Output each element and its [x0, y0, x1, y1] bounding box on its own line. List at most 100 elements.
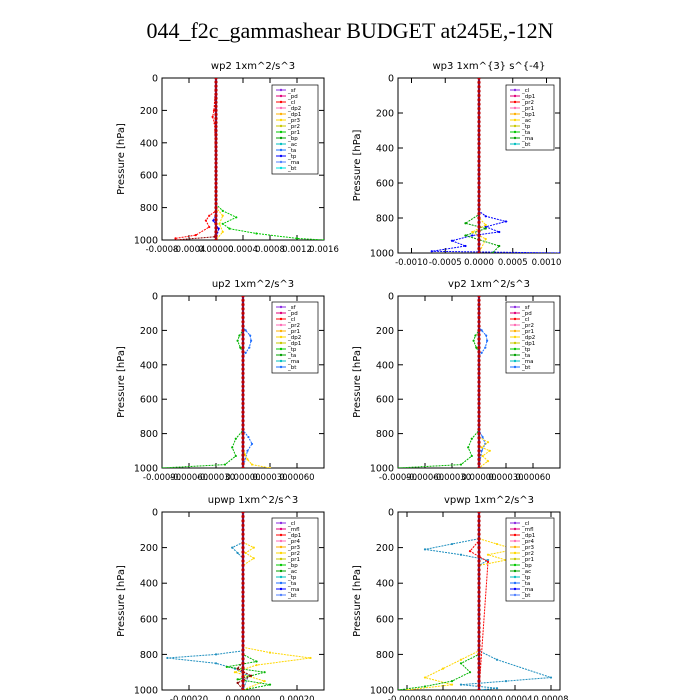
- series-point: [208, 214, 211, 217]
- plot-area: [398, 296, 491, 468]
- legend-marker: [513, 545, 517, 549]
- legend: _cl_dp1_pr2_pr1_bp1_ac_tp_ta_ma_bt: [505, 84, 555, 151]
- zero-profile-point: [477, 532, 481, 536]
- x-tick-label: 0.0004: [228, 245, 258, 255]
- zero-profile-point: [241, 401, 245, 406]
- zero-profile-point: [477, 98, 481, 102]
- legend-marker: [279, 365, 283, 369]
- series-point: [236, 678, 239, 681]
- series-point: [236, 681, 239, 684]
- legend-marker: [513, 551, 517, 555]
- zero-profile-point: [477, 444, 481, 449]
- zero-profile-point: [241, 683, 245, 688]
- y-tick-label: 0: [388, 508, 394, 519]
- y-tick-label: 800: [376, 214, 394, 225]
- zero-profile-point: [214, 116, 218, 121]
- legend-marker: [279, 112, 283, 116]
- legend-label: _tp: [521, 347, 531, 353]
- legend-marker: [513, 305, 517, 309]
- zero-profile-point: [241, 333, 245, 337]
- zero-profile-point: [477, 146, 481, 150]
- zero-profile-point: [214, 222, 218, 226]
- zero-profile-point: [477, 617, 481, 621]
- series-line: [398, 512, 480, 690]
- series-point: [486, 558, 490, 562]
- series-point: [491, 251, 494, 253]
- legend-marker: [279, 106, 283, 110]
- y-tick-label: 600: [140, 171, 158, 182]
- legend-label: _ma: [287, 587, 299, 593]
- series-point: [470, 437, 473, 440]
- legend-marker: [279, 335, 283, 339]
- zero-profile-point: [214, 129, 218, 133]
- series-point: [250, 463, 254, 466]
- y-tick-label: 400: [140, 360, 158, 371]
- zero-profile-point: [241, 608, 245, 612]
- legend-marker: [513, 136, 517, 140]
- y-tick-label: 1000: [370, 249, 394, 260]
- zero-profile-point: [477, 172, 481, 176]
- zero-profile-point: [477, 568, 481, 572]
- x-tick-label: 0.0005: [498, 258, 528, 268]
- legend-marker: [279, 347, 283, 351]
- y-axis-label: Pressure [hPa]: [116, 346, 127, 418]
- zero-profile-point: [214, 92, 218, 96]
- legend-label: _dp1: [521, 533, 535, 539]
- legend-label: _pd: [521, 311, 532, 317]
- zero-profile-point: [241, 652, 245, 657]
- legend-label: _dp1: [521, 94, 535, 100]
- zero-profile-point: [477, 212, 481, 216]
- zero-profile-point: [214, 185, 218, 189]
- chart-title: vp2 1xm^2/s^3: [448, 279, 530, 290]
- series-point: [484, 227, 487, 230]
- zero-profile-point: [477, 554, 481, 559]
- series-point: [252, 546, 255, 549]
- legend-label: _pr1: [521, 329, 534, 335]
- zero-profile-point: [241, 303, 245, 307]
- legend-label: _tp: [521, 575, 531, 581]
- zero-profile-point: [477, 303, 481, 307]
- zero-profile-point: [214, 133, 218, 137]
- y-tick-label: 400: [140, 138, 158, 149]
- zero-profile-point: [477, 185, 481, 189]
- zero-profile-point: [241, 324, 245, 328]
- zero-profile-point: [477, 590, 481, 594]
- legend: _cl_mfl_dp1_pr4_pr3_pr2_pr1_bp_ac_tp_ta_…: [505, 517, 555, 602]
- series-point: [244, 329, 247, 332]
- series-point: [221, 230, 224, 233]
- series-point: [474, 334, 477, 337]
- series-point: [459, 463, 463, 466]
- legend-label: _tp: [287, 575, 297, 581]
- series-point: [495, 658, 499, 661]
- legend-marker: [279, 593, 283, 597]
- zero-profile-point: [477, 247, 481, 251]
- zero-profile-point: [477, 528, 481, 532]
- series-point: [225, 665, 228, 668]
- zero-profile-point: [241, 406, 245, 410]
- zero-profile-point: [477, 307, 481, 311]
- series-point: [459, 658, 463, 661]
- zero-profile-point: [214, 165, 218, 169]
- series-line: [162, 296, 244, 468]
- zero-profile-point: [477, 102, 481, 106]
- x-tick-label: 0.0016: [309, 245, 339, 255]
- zero-profile-point: [477, 577, 481, 581]
- series-point: [255, 660, 258, 663]
- zero-profile-point: [214, 218, 218, 222]
- zero-profile-point: [241, 594, 245, 599]
- legend-marker: [279, 527, 283, 531]
- legend-label: _bt: [287, 593, 297, 599]
- series-point: [430, 250, 433, 253]
- series-point: [450, 680, 454, 683]
- legend-marker: [279, 533, 283, 537]
- zero-profile-point: [477, 586, 481, 590]
- series-point: [480, 329, 483, 332]
- series-point: [464, 244, 467, 248]
- y-tick-label: 200: [376, 109, 394, 120]
- series-point: [234, 437, 237, 440]
- zero-profile-point: [241, 380, 245, 384]
- legend-label: _dp1: [521, 341, 535, 347]
- legend-marker: [279, 124, 283, 128]
- legend-marker: [279, 353, 283, 357]
- zero-profile-point: [477, 315, 481, 320]
